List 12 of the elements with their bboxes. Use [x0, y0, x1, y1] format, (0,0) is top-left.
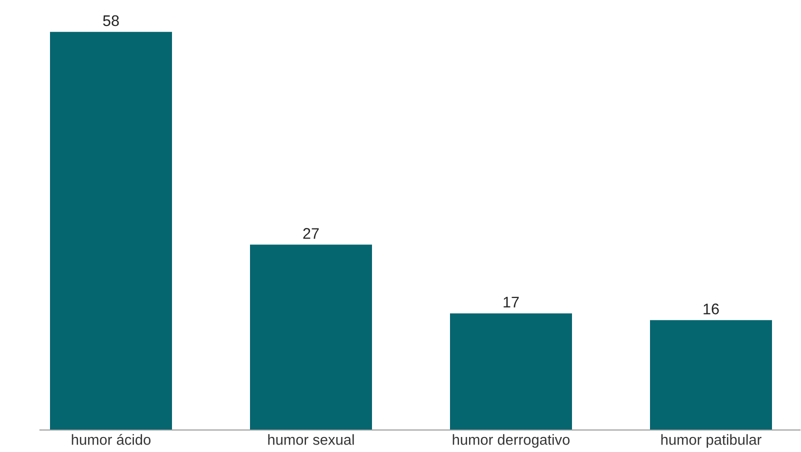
bar: [450, 313, 572, 430]
bar: [250, 244, 372, 430]
data-label: 27: [303, 228, 319, 239]
data-label: 58: [103, 15, 119, 26]
x-tick-label: humor sexual: [268, 434, 354, 445]
x-tick-label: humor derrogativo: [452, 434, 570, 448]
x-tick-label: humor patibular: [661, 434, 762, 448]
data-label: 16: [704, 304, 719, 314]
bar: [50, 32, 172, 430]
data-label: 17: [504, 296, 519, 308]
bar: [650, 320, 772, 430]
x-tick-label: humor ácido: [72, 434, 151, 445]
